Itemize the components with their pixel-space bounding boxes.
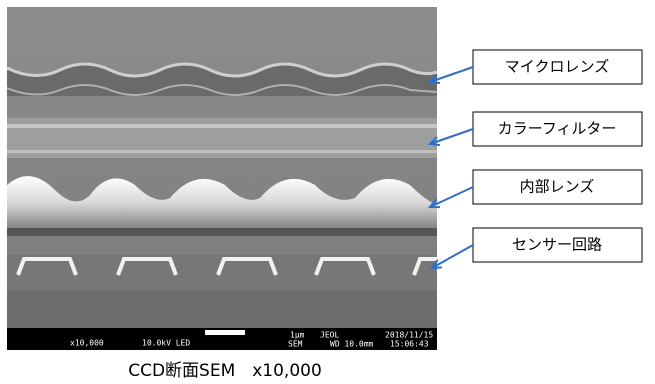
label-text: マイクロレンズ [505, 58, 609, 76]
label-text: 内部レンズ [520, 178, 595, 196]
label-text: センサー回路 [512, 236, 602, 254]
scale: 1μm [290, 331, 305, 340]
sem-image [7, 7, 440, 350]
voltage: 10.0kV LED [142, 339, 190, 348]
time: 15:06:43 [390, 340, 429, 349]
caption: CCD断面SEM x10,000 [128, 361, 322, 381]
arrow-line [432, 245, 473, 268]
figure: x10,000 10.0kV LED 1μm SEM JEOL WD 10.0m… [0, 0, 655, 384]
date: 2018/11/15 [385, 331, 433, 340]
working-distance: WD 10.0mm [330, 340, 374, 349]
magnification: x10,000 [70, 339, 104, 348]
maker: JEOL [320, 331, 339, 340]
detector: SEM [288, 340, 303, 349]
label-text: カラーフィルター [498, 120, 617, 138]
